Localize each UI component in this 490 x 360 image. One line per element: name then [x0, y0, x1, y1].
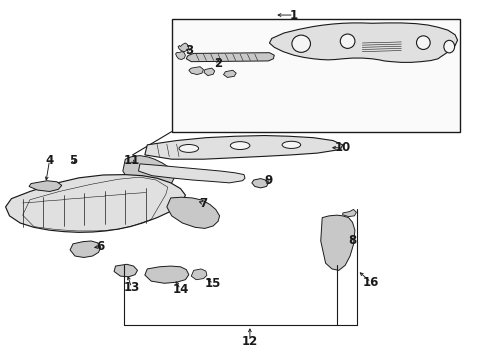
Text: 5: 5: [69, 154, 77, 167]
Text: 10: 10: [335, 141, 351, 154]
Polygon shape: [123, 156, 174, 187]
Polygon shape: [189, 67, 203, 75]
Text: 14: 14: [172, 283, 189, 296]
Text: 7: 7: [199, 197, 208, 210]
Polygon shape: [175, 51, 185, 59]
Polygon shape: [186, 53, 274, 62]
Polygon shape: [114, 264, 138, 277]
Text: 11: 11: [123, 154, 140, 167]
Bar: [172, 19, 460, 132]
Text: 13: 13: [123, 281, 140, 294]
Ellipse shape: [444, 40, 455, 53]
Polygon shape: [139, 164, 245, 183]
Ellipse shape: [292, 35, 311, 52]
Text: 8: 8: [348, 234, 357, 247]
Text: 6: 6: [97, 240, 105, 253]
Text: 9: 9: [264, 174, 272, 186]
Polygon shape: [223, 70, 236, 77]
Text: 2: 2: [214, 57, 222, 70]
Text: 1: 1: [290, 9, 298, 22]
Polygon shape: [343, 210, 356, 217]
Ellipse shape: [416, 36, 430, 49]
Text: 4: 4: [46, 154, 54, 167]
Text: 12: 12: [242, 335, 258, 348]
Polygon shape: [178, 43, 189, 51]
Text: 16: 16: [363, 276, 379, 289]
Text: 15: 15: [205, 278, 221, 291]
Polygon shape: [29, 181, 62, 192]
Polygon shape: [191, 269, 207, 280]
Polygon shape: [270, 23, 458, 62]
Text: 3: 3: [185, 44, 193, 57]
Ellipse shape: [179, 144, 198, 152]
Polygon shape: [5, 175, 185, 232]
Polygon shape: [204, 68, 215, 76]
Polygon shape: [167, 197, 220, 228]
Polygon shape: [145, 266, 189, 283]
Polygon shape: [321, 215, 355, 270]
Ellipse shape: [282, 141, 301, 148]
Ellipse shape: [340, 34, 355, 48]
Polygon shape: [145, 135, 343, 159]
Polygon shape: [252, 179, 269, 188]
Polygon shape: [70, 241, 101, 257]
Ellipse shape: [230, 141, 250, 149]
